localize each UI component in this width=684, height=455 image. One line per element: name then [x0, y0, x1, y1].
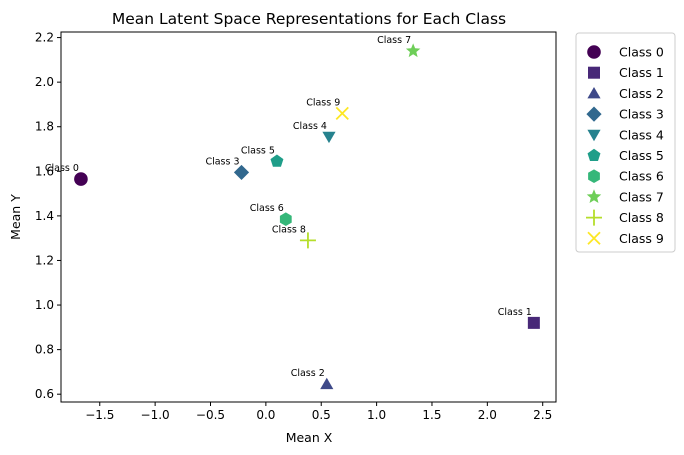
legend-label-class-0: Class 0 [619, 45, 664, 60]
y-tick-label: 0.8 [35, 343, 54, 357]
legend-marker-class-7 [586, 189, 602, 204]
annotation-class-5: Class 5 [241, 145, 275, 156]
y-tick-label: 2.0 [35, 75, 54, 89]
point-class-8 [299, 232, 316, 249]
y-axis-ticks: 0.6 0.8 1.0 1.2 1.4 1.6 1.8 2.0 2.2 [35, 31, 61, 401]
y-tick-label: 1.2 [35, 253, 54, 267]
x-tick-label: 0.0 [256, 408, 275, 422]
point-class-3 [233, 164, 250, 181]
annotation-class-6: Class 6 [250, 203, 284, 214]
legend: Class 0 Class 1 Class 2 Class 3 Class 4 Class… [575, 32, 676, 253]
annotation-class-2: Class 2 [291, 368, 325, 379]
y-tick-label: 1.8 [35, 120, 54, 134]
legend-marker-class-6 [588, 169, 600, 183]
x-tick-label: −0.5 [196, 408, 225, 422]
x-tick-label: 1.5 [422, 408, 441, 422]
x-tick-label: 0.5 [312, 408, 331, 422]
legend-marker-class-9 [587, 231, 601, 245]
x-tick-label: 2.0 [478, 408, 497, 422]
legend-marker-class-0 [587, 45, 601, 59]
point-class-7 [405, 43, 421, 58]
annotation-class-1: Class 1 [498, 307, 532, 318]
point-class-1 [527, 316, 540, 329]
chart-title: Mean Latent Space Representations for Ea… [112, 10, 506, 28]
y-tick-label: 1.6 [35, 164, 54, 178]
legend-label-class-5: Class 5 [619, 148, 664, 163]
y-tick-label: 0.6 [35, 387, 54, 401]
point-class-0 [74, 172, 88, 186]
x-axis-label: Mean X [286, 430, 333, 445]
point-class-5 [270, 154, 284, 167]
point-class-6 [279, 212, 292, 227]
annotation-class-3: Class 3 [205, 156, 239, 167]
legend-box [575, 32, 676, 253]
legend-label-class-7: Class 7 [619, 189, 664, 204]
legend-label-class-8: Class 8 [619, 210, 664, 225]
legend-label-class-3: Class 3 [619, 107, 664, 122]
legend-label-class-1: Class 1 [619, 65, 664, 80]
legend-marker-class-4 [587, 129, 601, 142]
y-tick-label: 1.0 [35, 298, 54, 312]
data-points [74, 43, 540, 390]
legend-label-class-6: Class 6 [619, 169, 664, 184]
annotation-class-8: Class 8 [272, 224, 306, 235]
legend-marker-class-1 [588, 66, 600, 79]
x-axis-ticks: −1.5 −1.0 −0.5 0.0 0.5 1.0 1.5 2.0 2.5 [85, 402, 552, 422]
legend-label-class-4: Class 4 [619, 127, 664, 142]
x-tick-label: −1.5 [85, 408, 114, 422]
point-class-2 [320, 377, 334, 390]
legend-marker-class-8 [586, 209, 602, 226]
plot-frame [60, 31, 557, 403]
annotation-class-7: Class 7 [377, 35, 411, 46]
y-axis-label: Mean Y [8, 194, 23, 240]
legend-marker-class-3 [586, 106, 602, 122]
y-tick-label: 2.2 [35, 31, 54, 45]
annotation-class-0: Class 0 [45, 163, 79, 174]
x-tick-label: 2.5 [533, 408, 552, 422]
annotation-class-4: Class 4 [293, 121, 327, 132]
legend-label-class-2: Class 2 [619, 86, 664, 101]
point-class-9 [335, 106, 349, 120]
point-annotations: Class 0 Class 1 Class 2 Class 3 Class 4 Class… [45, 35, 532, 379]
annotation-class-9: Class 9 [306, 97, 340, 108]
x-tick-label: −1.0 [141, 408, 170, 422]
legend-marker-class-2 [587, 87, 601, 99]
point-class-4 [322, 131, 336, 144]
legend-label-class-9: Class 9 [619, 231, 664, 246]
legend-marker-class-5 [587, 148, 601, 161]
y-tick-label: 1.4 [35, 209, 54, 223]
x-tick-label: 1.0 [367, 408, 386, 422]
